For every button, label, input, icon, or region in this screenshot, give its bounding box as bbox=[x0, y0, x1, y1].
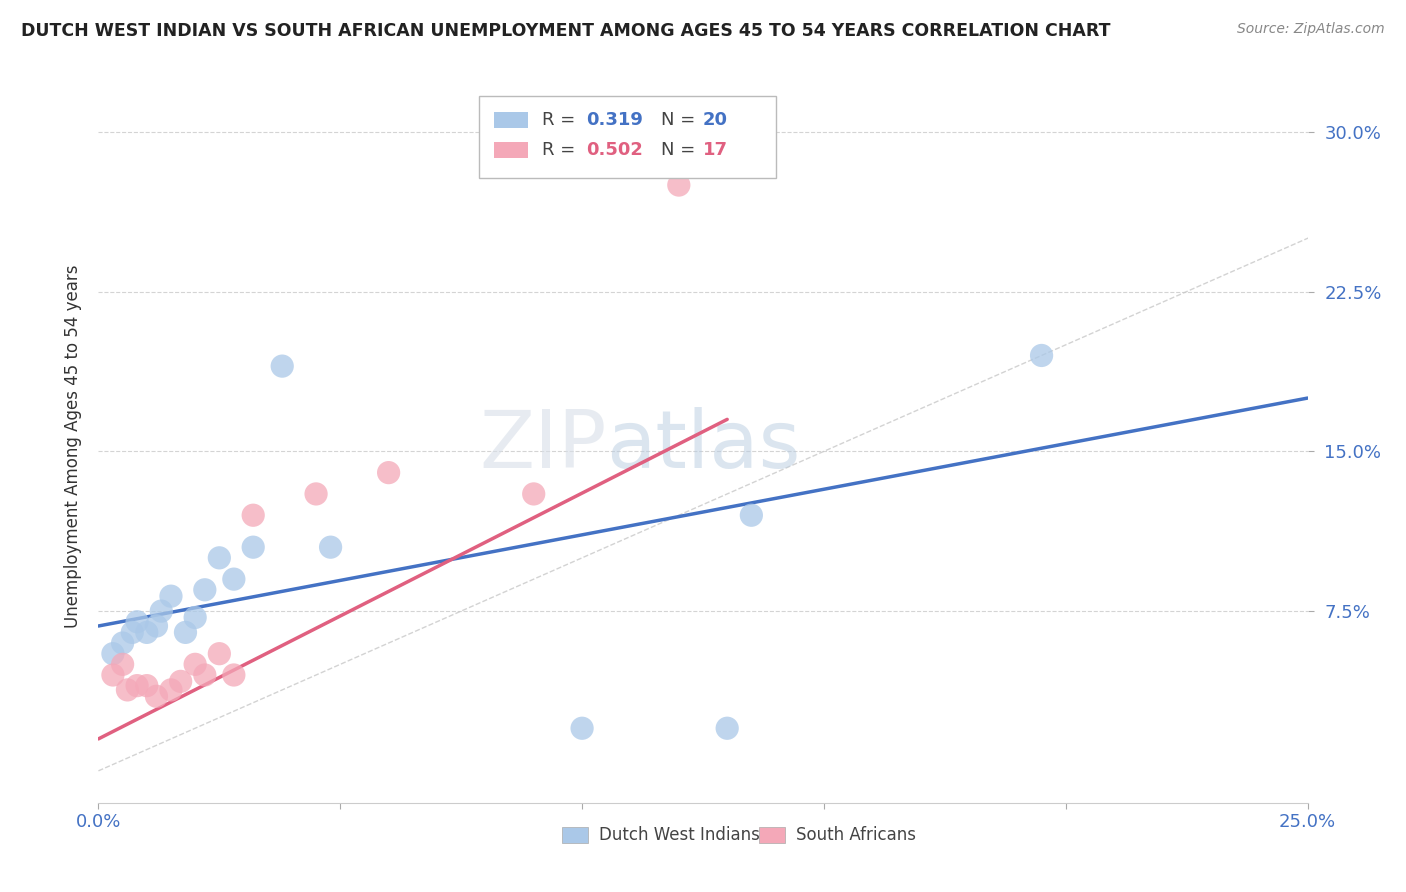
Point bbox=[101, 668, 124, 682]
Point bbox=[242, 508, 264, 523]
Text: Dutch West Indians: Dutch West Indians bbox=[599, 826, 759, 844]
FancyBboxPatch shape bbox=[479, 96, 776, 178]
Point bbox=[194, 668, 217, 682]
Y-axis label: Unemployment Among Ages 45 to 54 years: Unemployment Among Ages 45 to 54 years bbox=[63, 264, 82, 628]
Point bbox=[222, 572, 245, 586]
Point bbox=[319, 540, 342, 554]
Point bbox=[169, 674, 191, 689]
Point bbox=[121, 625, 143, 640]
Point bbox=[377, 466, 399, 480]
Point bbox=[111, 657, 134, 672]
Bar bbox=[494, 112, 527, 128]
Point bbox=[174, 625, 197, 640]
Point bbox=[271, 359, 294, 373]
Point bbox=[242, 540, 264, 554]
Point bbox=[668, 178, 690, 192]
Point bbox=[184, 610, 207, 624]
Text: South Africans: South Africans bbox=[796, 826, 915, 844]
Point bbox=[740, 508, 762, 523]
Point bbox=[111, 636, 134, 650]
Text: N =: N = bbox=[661, 141, 700, 159]
Text: 17: 17 bbox=[703, 141, 728, 159]
Point bbox=[523, 487, 546, 501]
Point bbox=[135, 625, 157, 640]
Point bbox=[1031, 349, 1053, 363]
Point bbox=[101, 647, 124, 661]
Point bbox=[160, 589, 183, 603]
Text: R =: R = bbox=[543, 141, 581, 159]
Point bbox=[145, 619, 167, 633]
Text: atlas: atlas bbox=[606, 407, 800, 485]
Point bbox=[135, 679, 157, 693]
Text: R =: R = bbox=[543, 111, 581, 128]
Point bbox=[160, 682, 183, 697]
Text: DUTCH WEST INDIAN VS SOUTH AFRICAN UNEMPLOYMENT AMONG AGES 45 TO 54 YEARS CORREL: DUTCH WEST INDIAN VS SOUTH AFRICAN UNEMP… bbox=[21, 22, 1111, 40]
Text: Source: ZipAtlas.com: Source: ZipAtlas.com bbox=[1237, 22, 1385, 37]
Point bbox=[208, 550, 231, 565]
Point bbox=[222, 668, 245, 682]
Point bbox=[145, 690, 167, 704]
Text: 20: 20 bbox=[703, 111, 728, 128]
Point bbox=[305, 487, 328, 501]
Bar bbox=[494, 142, 527, 158]
Point bbox=[127, 679, 149, 693]
Text: 0.319: 0.319 bbox=[586, 111, 643, 128]
Point bbox=[208, 647, 231, 661]
Point bbox=[150, 604, 173, 618]
Text: 0.502: 0.502 bbox=[586, 141, 643, 159]
Text: N =: N = bbox=[661, 111, 700, 128]
Point bbox=[117, 682, 139, 697]
Point bbox=[127, 615, 149, 629]
Point bbox=[184, 657, 207, 672]
Point bbox=[716, 721, 738, 735]
Text: ZIP: ZIP bbox=[479, 407, 606, 485]
Point bbox=[571, 721, 593, 735]
Point bbox=[194, 582, 217, 597]
